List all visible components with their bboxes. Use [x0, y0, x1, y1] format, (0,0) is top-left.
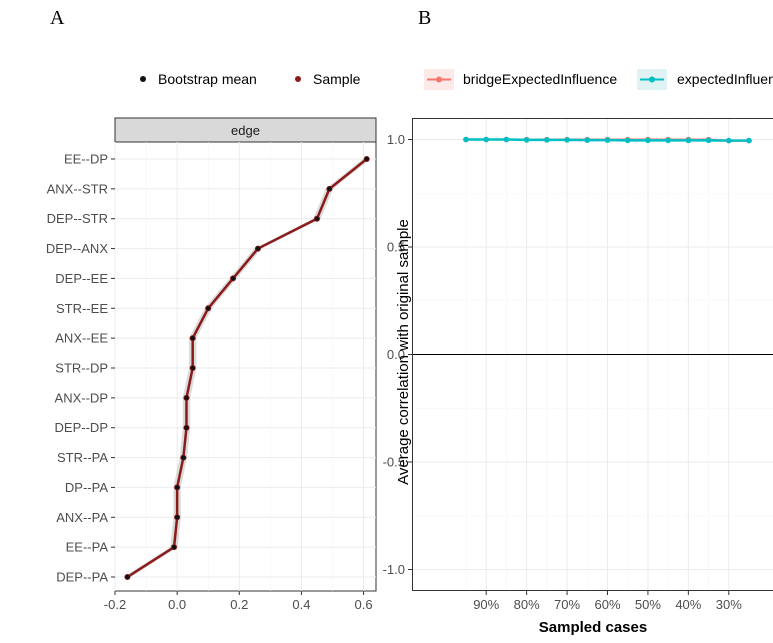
panel-a-xtick-label: 0.6 [355, 597, 373, 612]
panel-a-ytick-label: ANX--PA [56, 510, 108, 525]
panel-b-xtick-label: 40% [675, 597, 701, 612]
panel-a-ytick-label: STR--DP [55, 361, 108, 376]
panel-a-point-bootstrap [125, 574, 130, 580]
legend-a: Bootstrap mean Sample [140, 71, 361, 87]
legend-b-label-expected: expectedInfluence [677, 71, 773, 87]
panel-a-point-bootstrap [206, 306, 211, 311]
panel-label-a: A [50, 7, 65, 29]
panel-a-ytick-label: DP--PA [65, 480, 108, 495]
legend-a-key-sample [295, 76, 301, 82]
panel-a-ytick-label: DEP--PA [56, 570, 108, 585]
panel-b-point-expected [463, 136, 469, 143]
panel-a-ytick-label: EE--PA [66, 540, 109, 555]
panel-label-b: B [418, 7, 431, 29]
panel-b-x-axis-title: Sampled cases [539, 619, 647, 636]
panel-b-point-expected [483, 136, 490, 143]
panel-b-plot: 1.0 0.5 0.0 -0.5 -1.0 90% 80% 70% 60% 50% 40% 30% [383, 118, 773, 612]
panel-a-ytick-label: ANX--STR [47, 181, 108, 196]
panel-b-ytick-label: 1.0 [387, 132, 405, 147]
panel-a-point-bootstrap [327, 186, 332, 192]
panel-a-point-bootstrap [171, 544, 177, 550]
facet-strip [114, 117, 377, 143]
panel-b-point-expected [725, 137, 732, 144]
panel-a-point-bootstrap [181, 455, 186, 460]
panel-a-ytick-label: STR--EE [56, 301, 108, 316]
panel-b-point-expected [746, 137, 752, 144]
panel-a-frame [114, 141, 377, 592]
panel-b-point-expected [584, 137, 591, 143]
panel-b-point-expected [503, 136, 510, 143]
panel-a-ytick-label: ANX--EE [55, 331, 108, 346]
panel-a-point-bootstrap [255, 246, 261, 251]
panel-a-point-bootstrap [190, 335, 195, 341]
panel-b-ytick-label: -1.0 [383, 562, 405, 577]
panel-b-xtick-label: 60% [594, 597, 620, 612]
panel-a-point-bootstrap [190, 365, 195, 371]
panel-b-xtick-label: 90% [473, 597, 499, 612]
panel-a-ytick-label: DEP--STR [47, 211, 108, 226]
panel-b-ytick-label: -0.5 [383, 455, 405, 470]
panel-a-point-bootstrap [184, 425, 189, 430]
panel-a-ytick-label: ANX--DP [55, 390, 108, 405]
legend-a-label-sample: Sample [313, 71, 361, 87]
panel-a-point-bootstrap [314, 216, 320, 221]
panel-a-plot: EE--DP ANX--STR DEP--STR DEP--ANX DEP--EE STR… [46, 141, 377, 612]
panel-b-point-expected [705, 137, 712, 144]
panel-b-point-expected [544, 137, 550, 143]
panel-a-point-bootstrap [174, 485, 180, 490]
panel-a-ytick-label: DEP--ANX [46, 241, 108, 256]
panel-a-ytick-label: DEP--EE [55, 271, 108, 286]
panel-b-xtick-label: 30% [716, 597, 742, 612]
panel-a-point-bootstrap [184, 395, 189, 401]
panel-a-point-bootstrap [230, 276, 236, 281]
panel-b-xtick-label: 80% [514, 597, 540, 612]
panel-b-xtick-label: 50% [635, 597, 661, 612]
legend-a-key-bootstrap [140, 76, 146, 82]
panel-a-point-bootstrap [174, 515, 180, 520]
legend-b-label-bridge: bridgeExpectedInfluence [463, 71, 617, 87]
panel-b-point-expected [624, 137, 631, 144]
panel-b-point-expected [564, 137, 570, 143]
facet-strip-label: edge [231, 123, 260, 138]
panel-b-ytick-label: 0.0 [387, 347, 405, 362]
panel-a-ytick-label: STR--PA [57, 450, 108, 465]
panel-b-y-axis-title: Average correlation with original sample [395, 219, 412, 485]
panel-b-xtick-label: 70% [554, 597, 580, 612]
legend-a-label-bootstrap: Bootstrap mean [158, 71, 257, 87]
legend-b-key-expected-point [649, 76, 655, 83]
panel-a-xtick-label: 0.0 [168, 597, 186, 612]
legend-b: bridgeExpectedInfluence expectedInfluenc… [424, 69, 773, 90]
panel-a-ytick-label: DEP--DP [55, 420, 108, 435]
panel-a-xtick-label: -0.2 [104, 597, 126, 612]
panel-a-xtick-label: 0.2 [230, 597, 248, 612]
legend-b-key-bridge-point [436, 76, 442, 83]
panel-b-point-expected [665, 137, 671, 144]
panel-a-ytick-label: EE--DP [64, 152, 108, 167]
panel-b-ytick-label: 0.5 [387, 240, 405, 255]
panel-a-xtick-label: 0.4 [292, 597, 310, 612]
panel-b-point-expected [523, 137, 530, 143]
panel-a-point-bootstrap [364, 156, 369, 162]
panel-b-point-expected [645, 137, 651, 144]
panel-b-point-expected [685, 137, 692, 144]
panel-b-point-expected [604, 137, 611, 143]
